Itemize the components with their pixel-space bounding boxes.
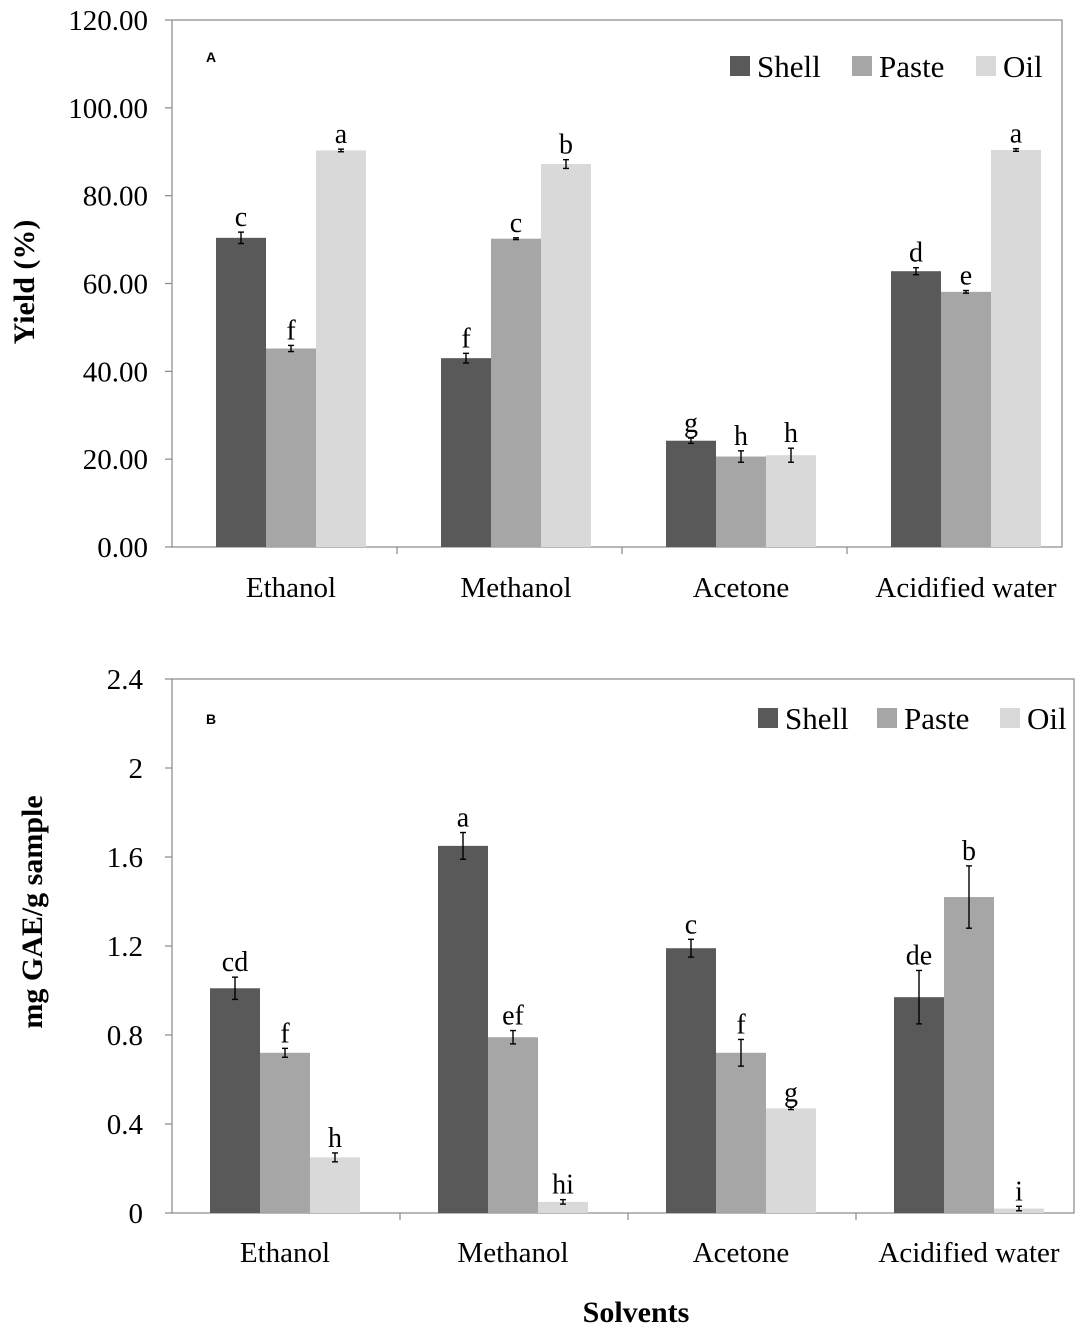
significance-label: f: [286, 315, 296, 346]
bar-shell: [216, 237, 266, 547]
significance-label: e: [960, 261, 972, 292]
y-tick-label: 0.4: [107, 1109, 144, 1141]
significance-label: f: [280, 1018, 290, 1049]
bar-paste: [266, 348, 316, 547]
significance-label: b: [559, 130, 573, 161]
y-tick-label: 20.00: [83, 444, 148, 476]
bar-shell: [438, 845, 488, 1213]
panel-letter: A: [206, 49, 216, 65]
significance-label: h: [734, 421, 748, 452]
bar-paste: [488, 1037, 538, 1213]
y-tick-label: 2.4: [107, 664, 144, 696]
significance-label: ef: [502, 1001, 524, 1032]
y-tick-label: 40.00: [83, 356, 148, 388]
significance-label: h: [328, 1123, 342, 1154]
y-tick-label: 100.00: [68, 93, 148, 125]
category-label: Acidified water: [875, 572, 1057, 604]
category-label: Acetone: [693, 572, 790, 604]
category-label: Methanol: [460, 572, 571, 604]
legend-swatch-oil: [1000, 708, 1020, 728]
bar-shell: [210, 988, 260, 1213]
legend-label-shell: Shell: [785, 701, 849, 736]
bar-paste: [716, 1052, 766, 1213]
legend-swatch-paste: [877, 708, 897, 728]
bar-oil: [766, 455, 816, 547]
category-label: Ethanol: [246, 572, 336, 604]
significance-label: c: [510, 208, 522, 239]
legend-label-paste: Paste: [879, 49, 944, 84]
bar-paste: [941, 291, 991, 547]
legend-swatch-shell: [730, 56, 750, 76]
y-tick-label: 60.00: [83, 269, 148, 301]
legend-swatch-shell: [758, 708, 778, 728]
legend-label-oil: Oil: [1027, 701, 1067, 736]
x-axis-label-b: Solvents: [583, 1296, 690, 1329]
bar-oil: [538, 1201, 588, 1213]
bar-shell: [891, 271, 941, 547]
bar-paste: [491, 238, 541, 547]
y-tick-label: 0: [129, 1198, 144, 1230]
y-tick-label: 120.00: [68, 5, 148, 37]
legend-label-paste: Paste: [904, 701, 969, 736]
bar-oil: [766, 1108, 816, 1213]
significance-label: g: [784, 1077, 798, 1108]
legend-swatch-paste: [852, 56, 872, 76]
legend-swatch-oil: [976, 56, 996, 76]
significance-label: d: [909, 238, 923, 269]
category-label: Methanol: [457, 1237, 568, 1269]
significance-label: a: [457, 803, 470, 834]
y-tick-label: 1.2: [107, 931, 143, 963]
y-axis-label-a: Yield (%): [8, 220, 41, 345]
category-label: Acetone: [693, 1237, 790, 1269]
y-tick-label: 2: [129, 753, 144, 785]
chart-panel-b: 0 0.4 0.8 1.2 1.6 2 2.4 Ethanol Methanol Acetone A…: [107, 664, 1075, 1269]
category-label: Ethanol: [240, 1237, 330, 1269]
y-tick-label: 0.8: [107, 1020, 143, 1052]
significance-label: i: [1015, 1176, 1023, 1207]
bar-paste: [944, 897, 994, 1213]
bar-oil: [541, 164, 591, 547]
significance-label: h: [784, 418, 798, 449]
bar-shell: [894, 997, 944, 1213]
y-tick-label: 80.00: [83, 181, 148, 213]
significance-label: hi: [552, 1170, 574, 1201]
bar-oil: [991, 149, 1041, 547]
bar-shell: [666, 948, 716, 1213]
category-label: Acidified water: [878, 1237, 1060, 1269]
significance-label: g: [684, 408, 698, 439]
legend-label-oil: Oil: [1003, 49, 1043, 84]
significance-label: b: [962, 836, 976, 867]
significance-label: cd: [222, 947, 248, 978]
bar-paste: [260, 1052, 310, 1213]
bar-oil: [310, 1157, 360, 1213]
significance-label: de: [906, 940, 932, 971]
significance-label: c: [235, 202, 247, 233]
significance-label: a: [335, 119, 348, 150]
panel-letter: B: [206, 711, 216, 727]
significance-label: c: [685, 909, 697, 940]
y-tick-label: 1.6: [107, 842, 143, 874]
y-tick-label: 0.00: [97, 532, 148, 564]
significance-label: a: [1010, 119, 1023, 150]
chart-panel-a: 0.00 20.00 40.00 60.00 80.00 100.00 120.00 Etha…: [68, 5, 1063, 604]
legend-label-shell: Shell: [757, 49, 821, 84]
significance-label: f: [736, 1009, 746, 1040]
bar-shell: [441, 358, 491, 547]
bar-oil: [316, 150, 366, 547]
significance-label: f: [461, 323, 471, 354]
bar-shell: [666, 440, 716, 547]
y-axis-label-b: mg GAE/g sample: [16, 795, 49, 1028]
bar-paste: [716, 456, 766, 547]
